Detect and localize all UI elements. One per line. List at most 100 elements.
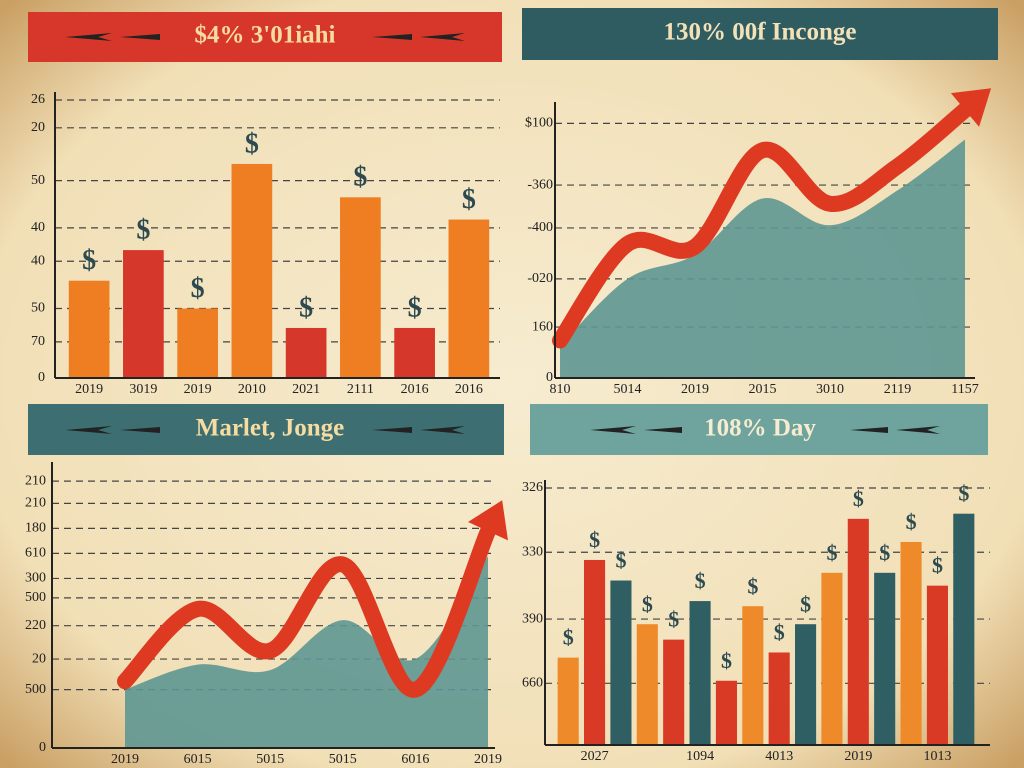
y-tick-label: 0 xyxy=(546,370,553,385)
x-tick-label: 5015 xyxy=(329,752,357,767)
bar-marker: $ xyxy=(642,591,653,616)
x-tick-label: 5015 xyxy=(256,752,284,767)
y-tick-label: 610 xyxy=(25,546,46,561)
bar-marker: $ xyxy=(958,481,969,506)
y-tick-label: 326 xyxy=(522,480,543,495)
x-tick-label: 2019 xyxy=(474,752,502,767)
x-tick-label: 5014 xyxy=(614,382,642,397)
bar-marker: $ xyxy=(136,215,150,246)
y-tick-label: -020 xyxy=(527,271,553,286)
y-tick-label: 180 xyxy=(25,521,46,536)
area xyxy=(125,556,488,748)
banner xyxy=(522,8,998,60)
bar xyxy=(900,541,922,745)
trend-line xyxy=(552,102,973,349)
bar xyxy=(847,518,869,745)
arrow-head xyxy=(950,88,992,127)
x-tick-label: 810 xyxy=(550,382,571,397)
bar xyxy=(926,585,948,745)
y-tick-label: 50 xyxy=(31,301,45,316)
y-tick-label: 20 xyxy=(32,651,46,666)
y-tick-label: 0 xyxy=(39,740,46,755)
bar-marker: $ xyxy=(299,292,313,323)
x-tick-label: 2019 xyxy=(75,382,103,397)
bar-marker: $ xyxy=(906,509,917,534)
chart-title: Marlet, Jonge xyxy=(196,415,345,442)
chart-title: 108% Day xyxy=(704,415,816,442)
bar xyxy=(742,606,764,745)
bar-marker: $ xyxy=(589,527,600,552)
banner-ornaments xyxy=(65,33,940,434)
y-tick-label: 20 xyxy=(31,120,45,135)
bar-marker: $ xyxy=(932,553,943,578)
bar-marker: $ xyxy=(408,292,422,323)
x-tick-label: 2016 xyxy=(455,382,483,397)
x-tick-label: 2019 xyxy=(184,382,212,397)
bar-marker: $ xyxy=(800,591,811,616)
x-tick-label: 4013 xyxy=(765,749,793,764)
bar xyxy=(68,280,110,378)
x-tick-label: 2119 xyxy=(884,382,911,397)
x-tick-label: 1094 xyxy=(686,749,714,764)
area xyxy=(560,139,965,378)
y-tick-label: 160 xyxy=(532,319,553,334)
bar-marker: $ xyxy=(695,568,706,593)
chart-title: 130% 00f Inconge xyxy=(663,19,856,46)
bar xyxy=(285,327,327,378)
y-tick-label: 500 xyxy=(25,682,46,697)
chart-title: $4% 3'01iahi xyxy=(195,22,336,49)
y-tick-label: 300 xyxy=(25,571,46,586)
x-tick-label: 3010 xyxy=(816,382,844,397)
x-tick-label: 6015 xyxy=(184,752,212,767)
bar-marker: $ xyxy=(462,184,476,215)
x-tick-label: 2021 xyxy=(292,382,320,397)
x-tick-label: 2016 xyxy=(401,382,429,397)
x-tick-label: 1013 xyxy=(923,749,951,764)
arrow-head xyxy=(467,500,509,541)
bar xyxy=(636,624,658,745)
bar xyxy=(874,572,896,745)
bar-marker: $ xyxy=(879,540,890,565)
y-tick-label: 26 xyxy=(31,92,45,107)
x-tick-label: 2010 xyxy=(238,382,266,397)
bar xyxy=(123,250,164,378)
y-tick-label: 210 xyxy=(25,473,46,488)
bar-marker: $ xyxy=(353,162,367,193)
y-tick-label: 40 xyxy=(31,220,45,235)
bar-marker: $ xyxy=(774,620,785,645)
x-tick-label: 6016 xyxy=(401,752,429,767)
y-tick-label: 500 xyxy=(25,590,46,605)
bar-marker: $ xyxy=(826,540,837,565)
bar xyxy=(689,601,711,745)
bar xyxy=(340,197,381,378)
y-tick-label: 390 xyxy=(522,611,543,626)
bar xyxy=(663,639,685,745)
y-tick-label: -360 xyxy=(527,177,553,192)
bar-marker: $ xyxy=(191,273,205,304)
y-tick-label: 660 xyxy=(522,676,543,691)
y-tick-label: 70 xyxy=(31,334,45,349)
x-tick-label: 2019 xyxy=(111,752,139,767)
bar xyxy=(557,657,579,745)
y-tick-label: 40 xyxy=(31,253,45,268)
bar xyxy=(795,624,817,745)
bar xyxy=(768,652,790,745)
bar-marker: $ xyxy=(853,486,864,511)
y-tick-label: 50 xyxy=(31,173,45,188)
bar xyxy=(610,580,632,745)
bar-marker: $ xyxy=(615,548,626,573)
y-tick-label: $100 xyxy=(525,116,553,131)
bar-marker: $ xyxy=(82,245,96,276)
x-tick-label: 2111 xyxy=(347,382,374,397)
bar xyxy=(584,559,606,745)
bar xyxy=(177,308,218,378)
x-tick-label: 2027 xyxy=(581,749,609,764)
bar xyxy=(394,327,435,378)
bar xyxy=(953,513,975,745)
y-tick-label: 330 xyxy=(522,544,543,559)
bar-marker: $ xyxy=(245,128,259,159)
bar-marker: $ xyxy=(668,607,679,632)
x-tick-label: 2019 xyxy=(681,382,709,397)
y-tick-label: -400 xyxy=(527,220,553,235)
